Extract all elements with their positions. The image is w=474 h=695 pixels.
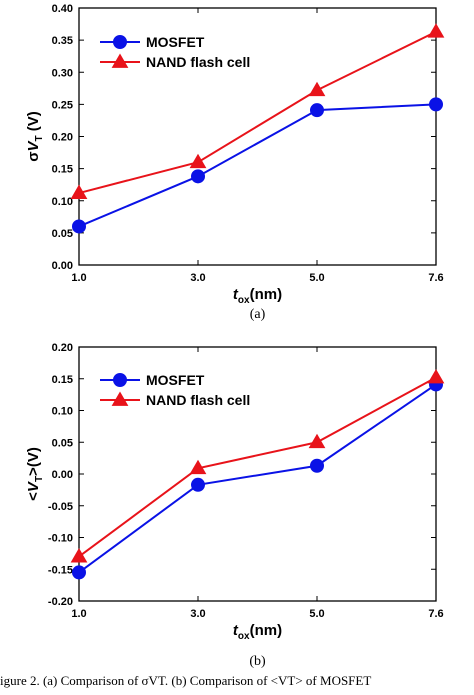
y-tick-label: 0.20 [52,132,73,144]
y-tick-label: 0.05 [52,437,73,449]
x-tick-label: 7.6 [428,608,443,620]
series-nand-flash-cell [70,368,445,563]
y-tick-label: 0.10 [52,196,73,208]
y-tick-label: -0.20 [48,596,73,608]
chart-a: 0.00 0.05 0.10 0.15 0.20 0.25 0.30 0.35 0.40 1.0 3… [25,3,445,322]
legend-marker [113,373,127,387]
y-tick-label: 0.20 [52,342,73,354]
data-point [308,81,326,97]
legend-marker [113,35,127,49]
x-tick-label: 5.0 [309,272,324,284]
legend-marker [111,53,129,68]
legend: MOSFET NAND flash cell [100,372,250,408]
data-point [191,477,205,492]
x-axis-title: tox(nm) [233,622,282,642]
x-tick-label: 1.0 [71,608,86,620]
y-tick-label: 0.30 [52,67,73,79]
x-tick-label: 5.0 [309,608,324,620]
data-point [191,169,205,184]
x-tick-label: 3.0 [190,608,205,620]
y-tick-label: 0.10 [52,406,73,418]
y-axis-title: <VT>(V) [25,447,45,501]
chart-b: -0.20 -0.15 -0.10 -0.05 0.00 0.05 0.10 0.15 0.20… [25,342,445,669]
series-line [78,383,437,574]
x-tick-label: 3.0 [190,272,205,284]
series-line [78,103,437,228]
series-mosfet [72,377,443,580]
figure-caption: igure 2. (a) Comparison of σVT. (b) Comp… [0,673,372,688]
y-tick-label: 0.00 [52,260,73,272]
data-point [70,548,88,563]
y-tick-label: 0.25 [52,99,73,111]
y-tick-label: 0.00 [52,469,73,481]
legend-label: NAND flash cell [146,392,250,408]
y-axis-title: σVT (V) [25,111,45,162]
y-tick-label: -0.15 [48,564,73,576]
data-point [308,433,326,449]
legend-marker [111,391,129,406]
y-tick-label: -0.05 [48,501,73,513]
y-tick-label: 0.05 [52,228,73,240]
panel-label: (b) [249,654,266,669]
data-point [189,459,207,475]
y-tick-label: -0.10 [48,533,73,545]
y-tick-label: 0.40 [52,3,73,15]
panel-label: (a) [250,307,266,322]
data-point [427,368,445,384]
data-point [70,184,88,199]
series-line [78,30,437,195]
data-point [72,219,86,234]
data-point [427,23,445,38]
data-point [310,103,324,118]
plot-frame [78,7,437,266]
series-mosfet [72,97,443,234]
x-tick-label: 1.0 [71,272,86,284]
data-point [189,153,207,169]
x-axis-title: tox(nm) [233,286,282,306]
y-tick-label: 0.15 [52,164,73,176]
y-tick-label: 0.15 [52,374,73,386]
series-nand-flash-cell [70,23,445,199]
plot-frame [78,346,437,602]
data-point [429,97,443,112]
legend-label: MOSFET [146,34,205,50]
series-line [78,376,437,558]
legend-label: MOSFET [146,372,205,388]
y-tick-label: 0.35 [52,35,73,47]
data-point [310,458,324,473]
legend-label: NAND flash cell [146,54,250,70]
legend: MOSFET NAND flash cell [100,34,250,70]
data-point [72,565,86,580]
x-tick-label: 7.6 [428,272,443,284]
